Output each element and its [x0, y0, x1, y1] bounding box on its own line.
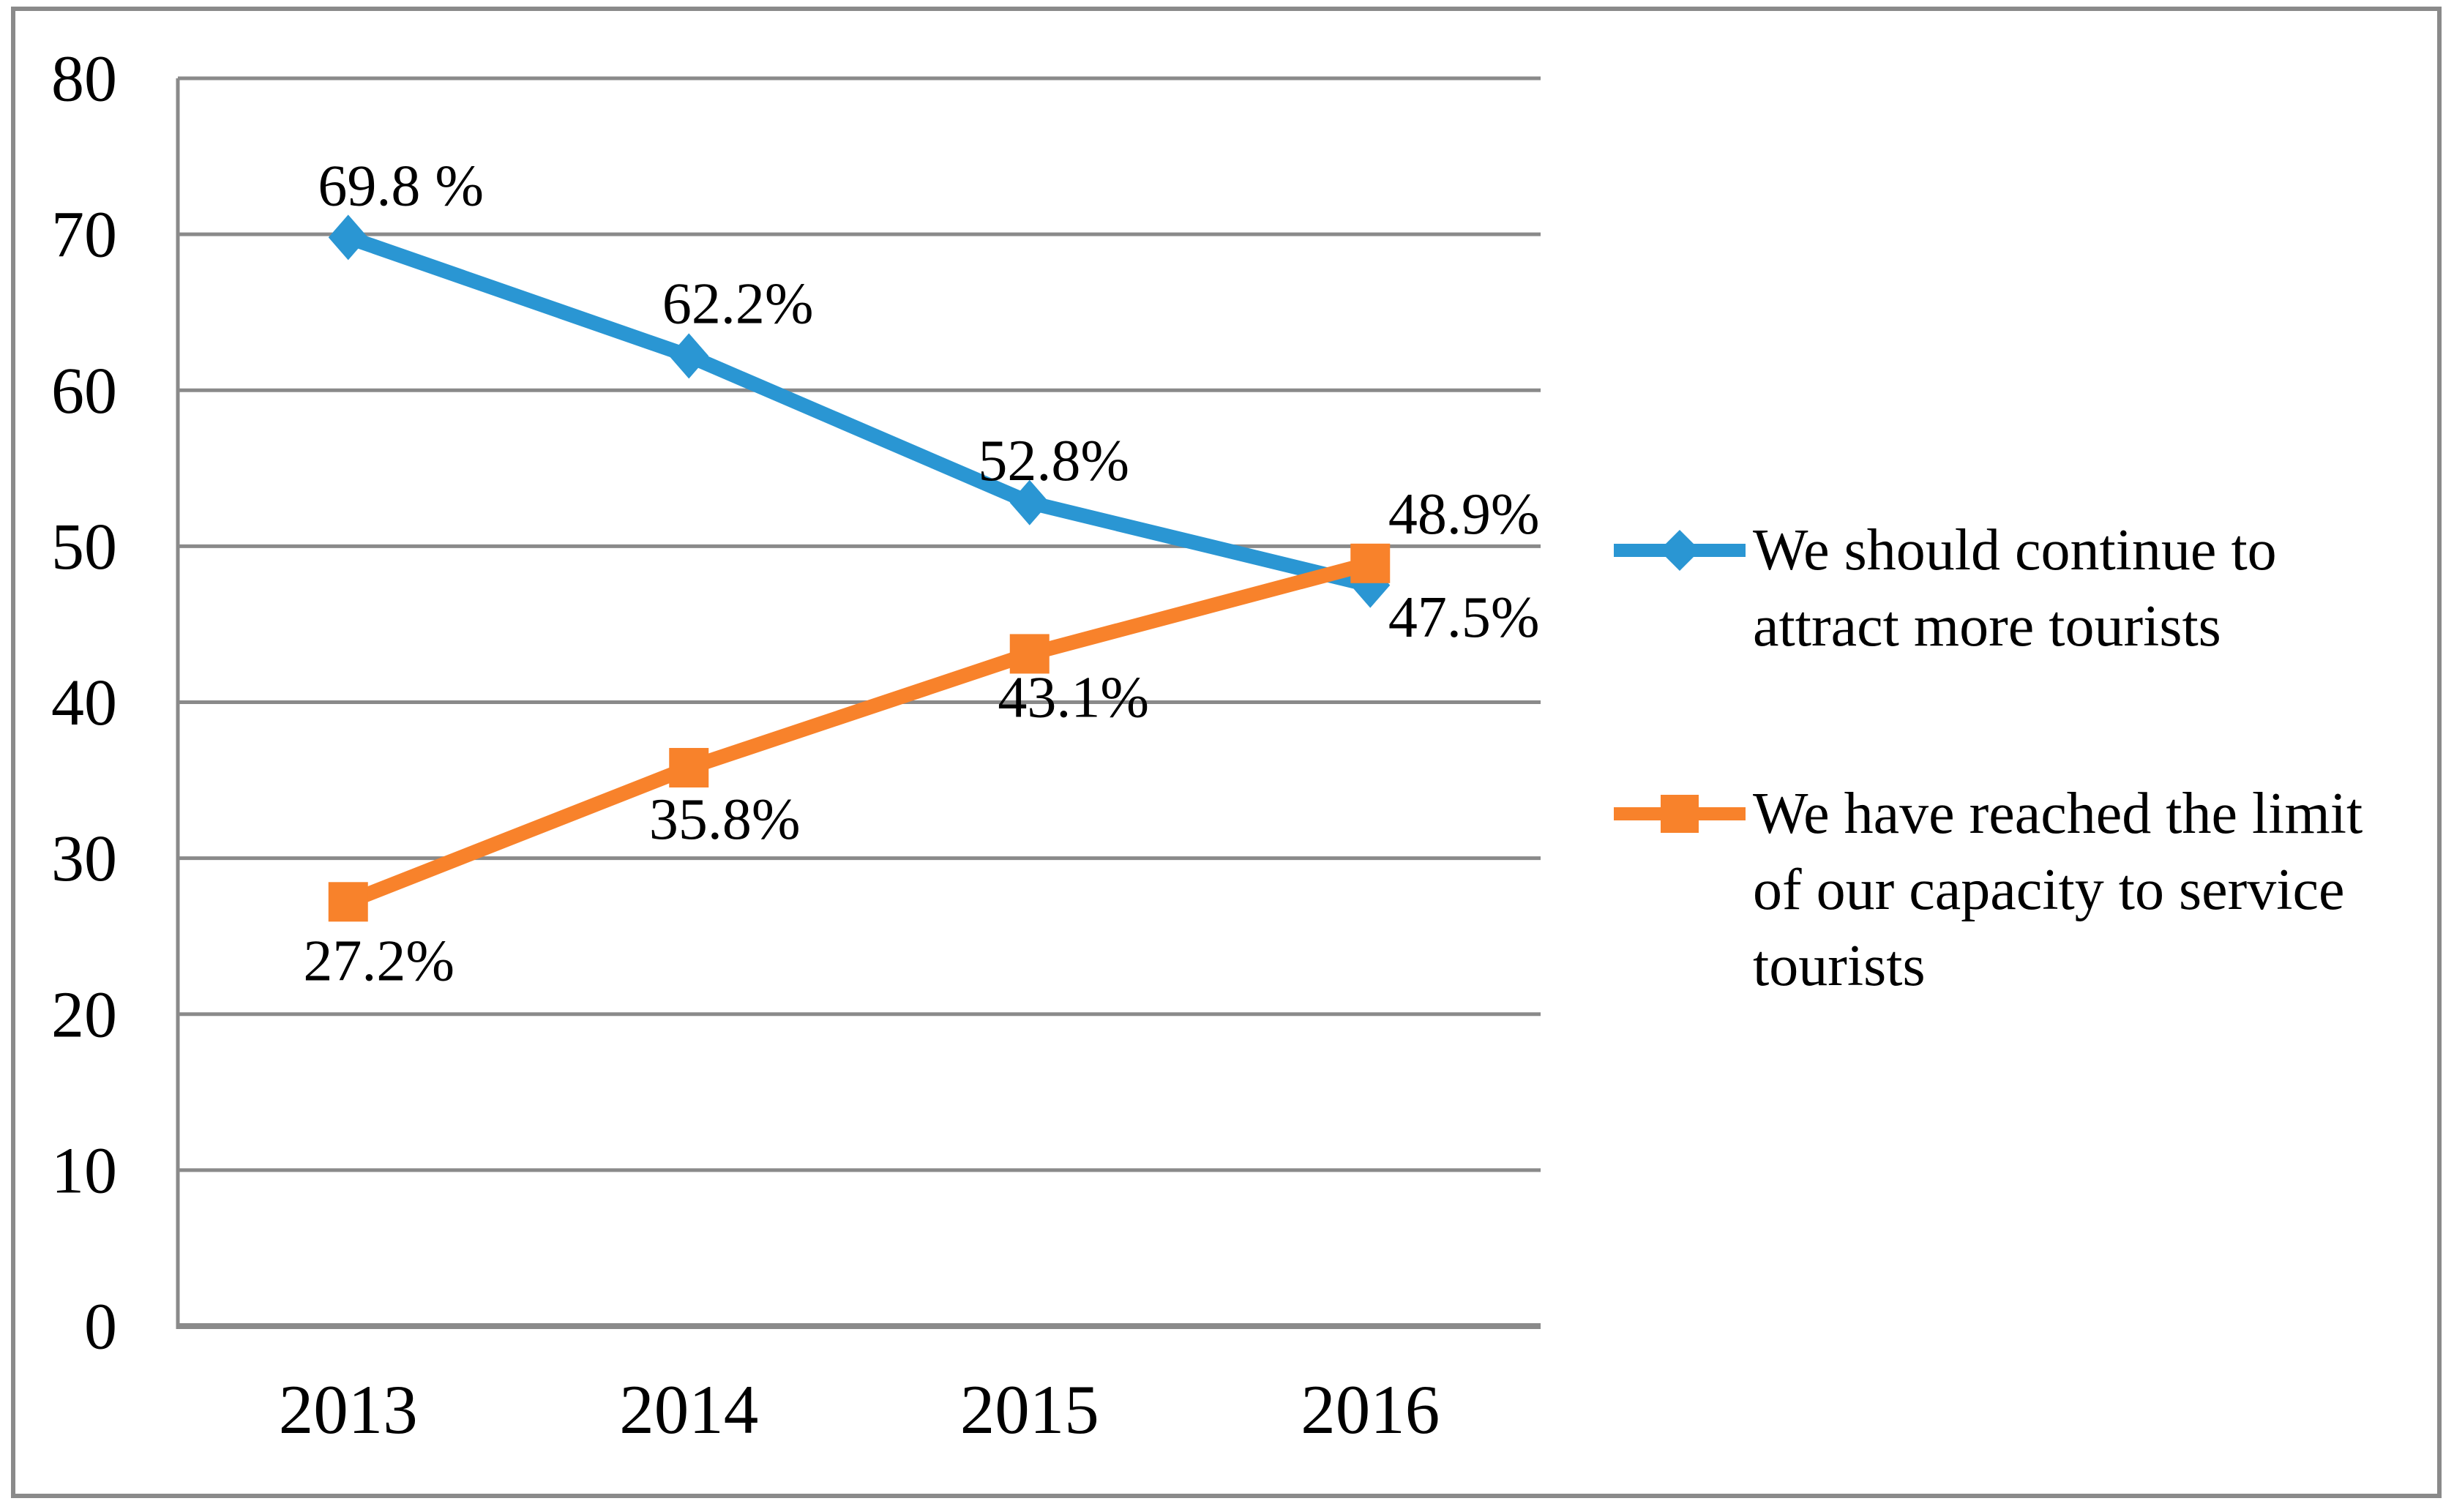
y-tick-label: 10: [51, 1134, 117, 1207]
y-tick-label: 40: [51, 667, 117, 739]
y-tick-label: 20: [51, 978, 117, 1051]
marker-square-icon: [669, 748, 709, 788]
data-label: 35.8%: [649, 787, 801, 852]
x-tick-label: 2013: [279, 1371, 418, 1448]
y-tick-label: 80: [51, 43, 117, 116]
series-line-1: [340, 555, 1378, 910]
x-tick-label: 2016: [1301, 1371, 1440, 1448]
marker-diamond-icon: [328, 214, 368, 261]
marker-square-icon: [1009, 634, 1050, 674]
data-label: 27.2%: [303, 929, 454, 994]
y-tick-label: 50: [51, 511, 117, 583]
y-tick-label: 30: [51, 823, 117, 895]
y-tick-label: 60: [51, 355, 117, 427]
y-tick-label: 0: [84, 1291, 117, 1363]
marker-diamond-icon: [669, 333, 709, 379]
series-line-0: [340, 230, 1378, 593]
y-tick-label: 70: [51, 199, 117, 272]
marker-square-icon: [328, 882, 368, 922]
data-label: 43.1%: [998, 666, 1149, 730]
marker-square-icon: [1350, 543, 1391, 583]
marker-diamond-icon: [1009, 479, 1050, 525]
data-label: 69.8 %: [318, 154, 484, 219]
data-label: 47.5%: [1388, 585, 1540, 650]
data-label: 52.8%: [978, 429, 1129, 493]
data-label: 62.2%: [662, 272, 814, 337]
data-label: 48.9%: [1388, 482, 1540, 547]
x-tick-label: 2015: [960, 1371, 1099, 1448]
x-tick-label: 2014: [619, 1371, 758, 1448]
